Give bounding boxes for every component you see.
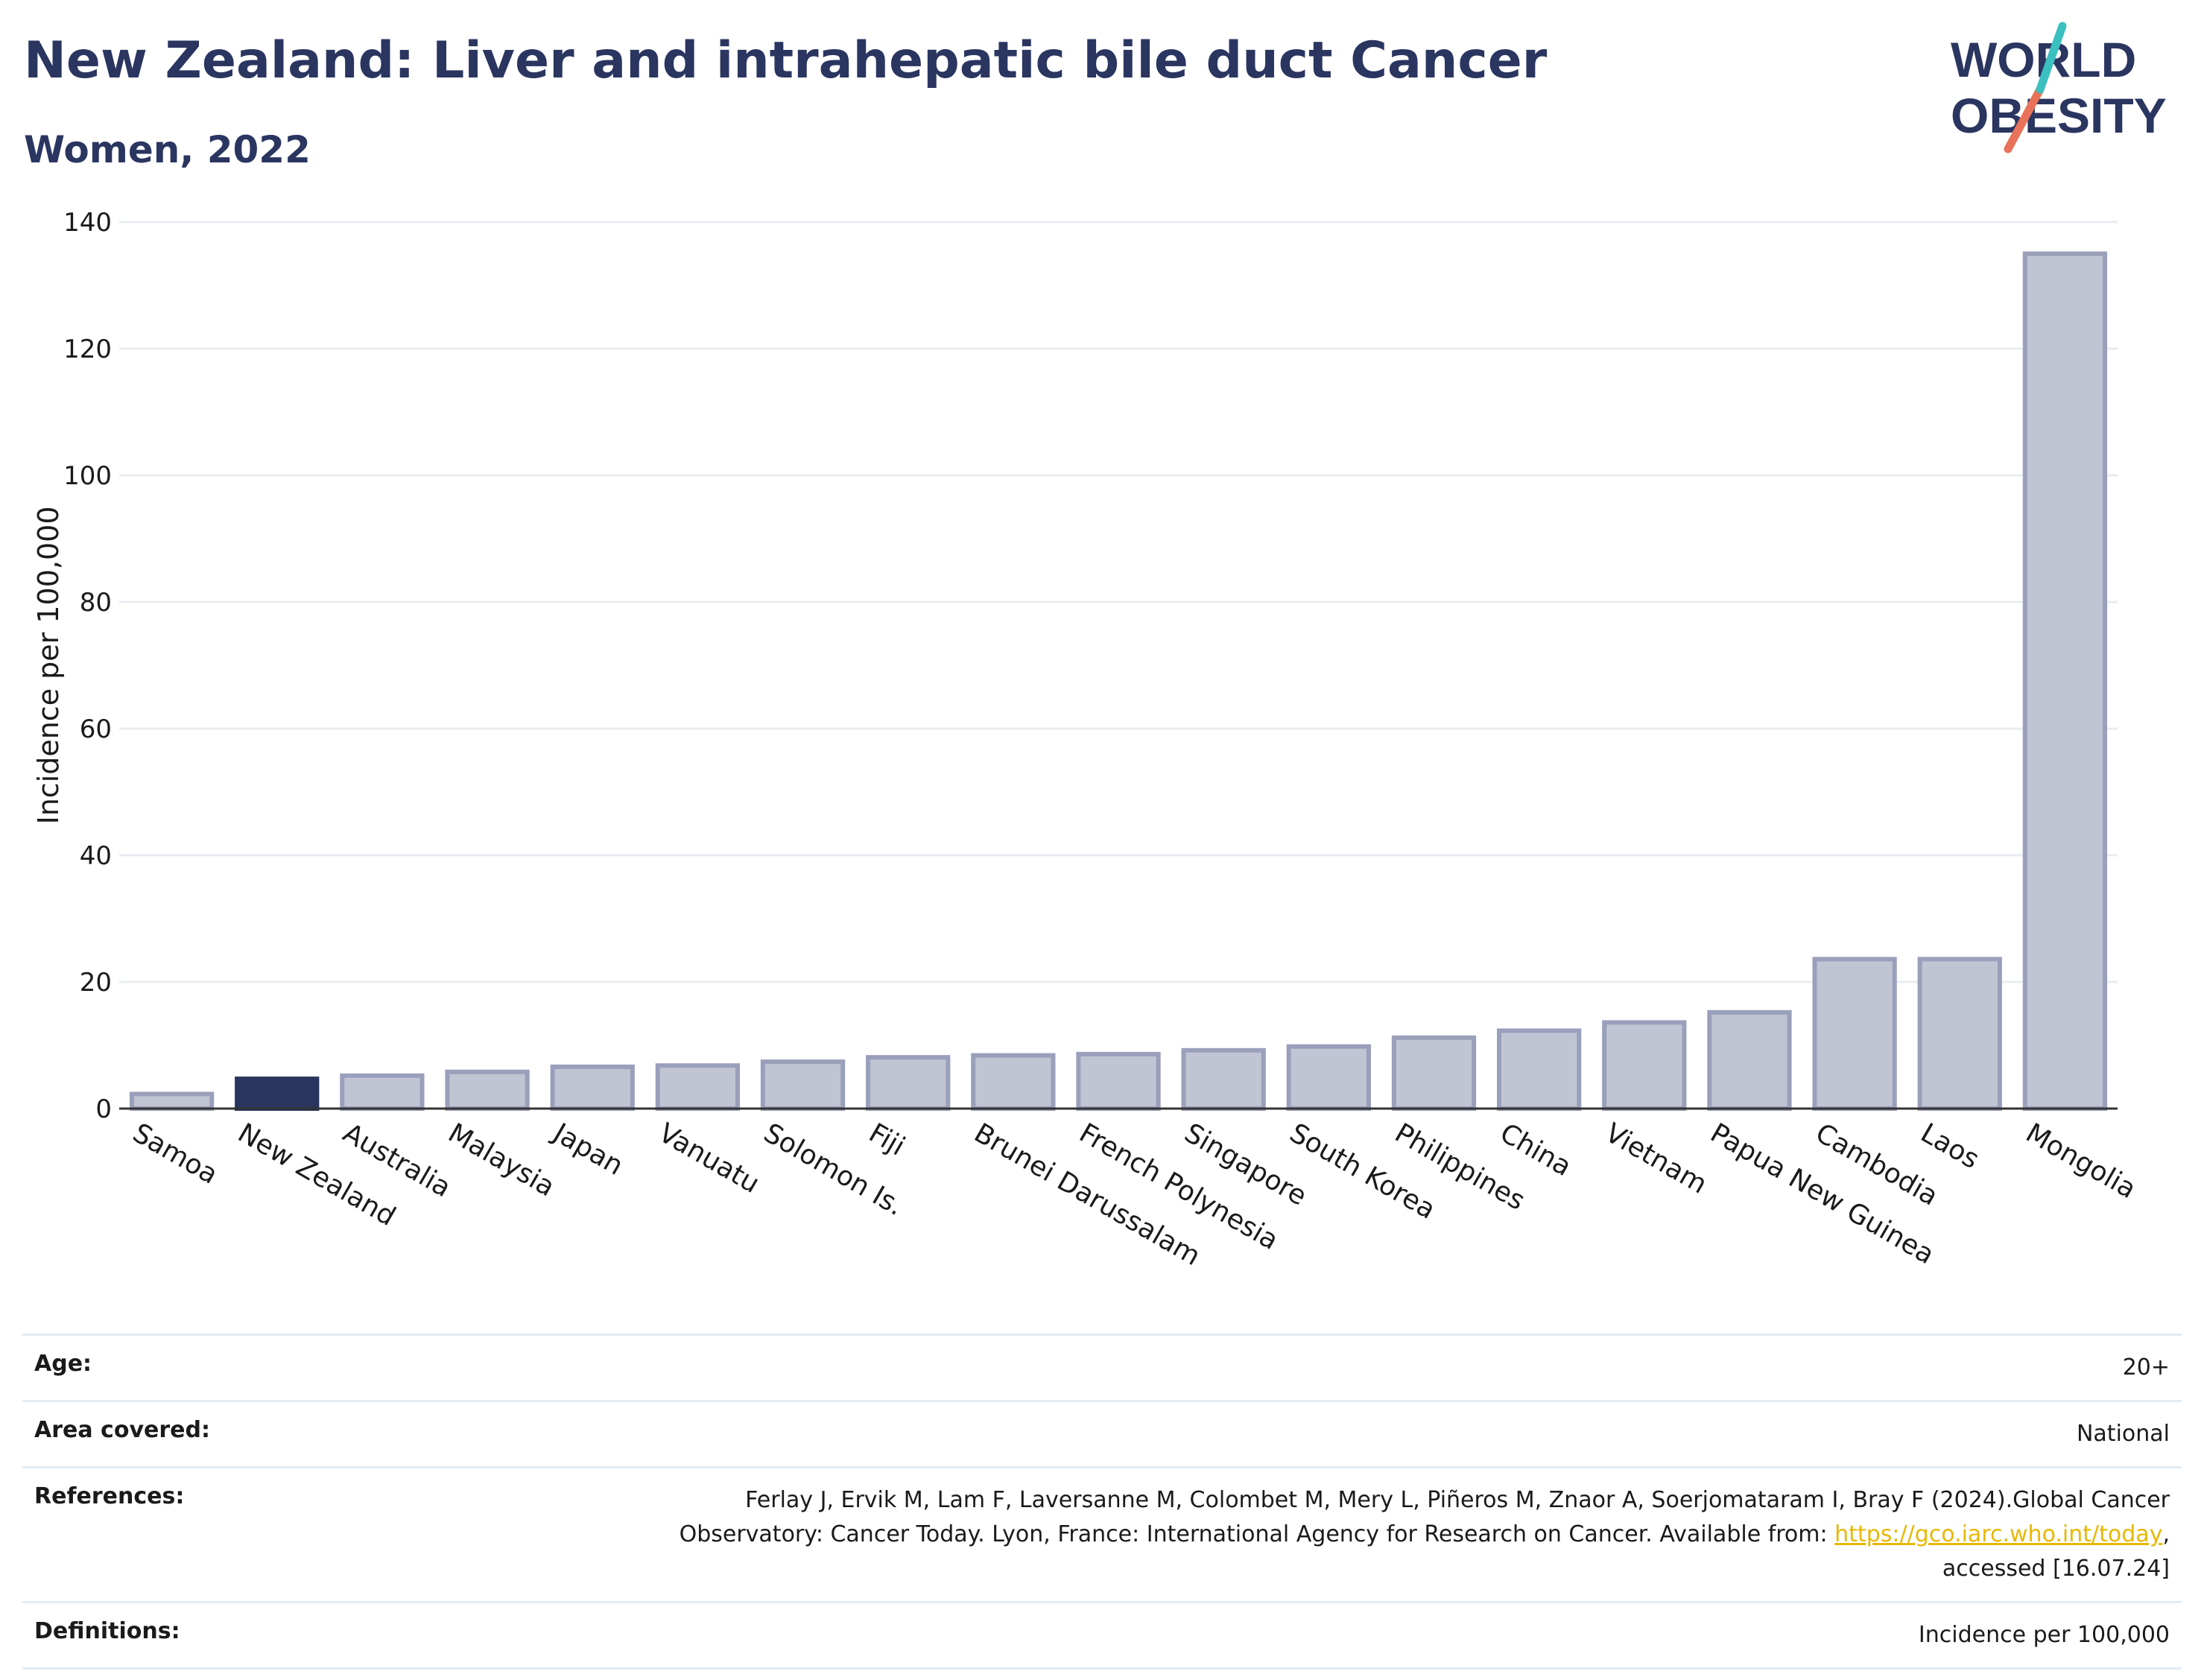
references-line2-end: , — [2162, 1521, 2170, 1547]
y-tick-label: 120 — [63, 335, 112, 364]
bar-vietnam[interactable] — [1602, 1020, 1687, 1112]
definitions-value: Incidence per 100,000 — [1918, 1622, 2170, 1648]
references-line1: Ferlay J, Ervik M, Lam F, Laversanne M, … — [745, 1487, 2170, 1513]
world-obesity-logo: WORLD OBESITY — [1951, 22, 2167, 153]
bar-malaysia[interactable] — [445, 1069, 530, 1111]
x-tick-label: Vanuatu — [653, 1118, 764, 1199]
y-tick-label: 140 — [63, 208, 112, 238]
y-tick-label: 20 — [80, 968, 112, 998]
info-row-definitions: Definitions: Incidence per 100,000 — [22, 1601, 2182, 1670]
bar-philippines[interactable] — [1391, 1035, 1477, 1112]
x-tick-label: Laos — [1916, 1118, 1984, 1175]
bar-new-zealand[interactable] — [235, 1077, 320, 1112]
x-tick-label: Japan — [547, 1117, 628, 1182]
y-tick-label: 100 — [63, 461, 112, 491]
bar-china[interactable] — [1496, 1028, 1582, 1111]
y-tick-label: 40 — [80, 841, 112, 871]
references-value: Ferlay J, Ervik M, Lam F, Laversanne M, … — [680, 1483, 2170, 1586]
bar-japan[interactable] — [550, 1064, 635, 1112]
bar-singapore[interactable] — [1181, 1047, 1266, 1112]
y-tick-label: 80 — [80, 588, 112, 618]
bar-papua-new-guinea[interactable] — [1707, 1009, 1792, 1112]
x-tick-label: Samoa — [127, 1118, 223, 1191]
definitions-label: Definitions: — [34, 1618, 180, 1644]
bar-mongolia[interactable] — [2022, 251, 2108, 1111]
area-label: Area covered: — [34, 1417, 210, 1443]
x-tick-label: China — [1495, 1118, 1577, 1182]
bar-laos[interactable] — [1917, 957, 2002, 1112]
x-tick-label: Malaysia — [443, 1118, 560, 1202]
references-link[interactable]: https://gco.iarc.who.int/today — [1834, 1521, 2163, 1547]
bar-french-polynesia[interactable] — [1076, 1051, 1161, 1112]
chart-subtitle: Women, 2022 — [24, 128, 311, 171]
references-line2: Observatory: Cancer Today. Lyon, France:… — [679, 1521, 1835, 1547]
info-row-age: Age: 20+ — [22, 1334, 2182, 1400]
bar-solomon-is[interactable] — [760, 1059, 846, 1111]
svg-text:OBESITY: OBESITY — [1951, 88, 2167, 143]
bar-samoa[interactable] — [129, 1091, 215, 1111]
info-row-references: References: Ferlay J, Ervik M, Lam F, La… — [22, 1466, 2182, 1601]
references-label: References: — [34, 1483, 185, 1509]
info-row-area: Area covered: National — [22, 1400, 2182, 1466]
info-table: Age: 20+ Area covered: National Referenc… — [22, 1334, 2182, 1670]
age-value: 20+ — [2122, 1354, 2170, 1381]
bar-cambodia[interactable] — [1812, 957, 1897, 1112]
grid-lines — [119, 221, 2118, 983]
y-tick-label: 60 — [80, 714, 112, 744]
area-value: National — [2076, 1421, 2170, 1447]
y-axis-label: Incidence per 100,000 — [32, 506, 65, 824]
bars — [129, 251, 2108, 1112]
chart-title: New Zealand: Liver and intrahepatic bile… — [24, 31, 1548, 90]
bar-australia[interactable] — [340, 1073, 425, 1112]
bar-brunei-darussalam[interactable] — [971, 1053, 1056, 1111]
bar-vanuatu[interactable] — [655, 1063, 741, 1111]
x-tick-label: Fiji — [864, 1118, 910, 1162]
references-line3: accessed [16.07.24] — [1942, 1556, 2170, 1582]
bar-south-korea[interactable] — [1286, 1044, 1371, 1111]
x-tick-label: Mongolia — [2021, 1118, 2141, 1205]
bar-fiji[interactable] — [866, 1055, 951, 1112]
age-label: Age: — [34, 1351, 92, 1377]
y-tick-label: 0 — [95, 1094, 112, 1124]
x-tick-label: Vietnam — [1600, 1118, 1711, 1200]
